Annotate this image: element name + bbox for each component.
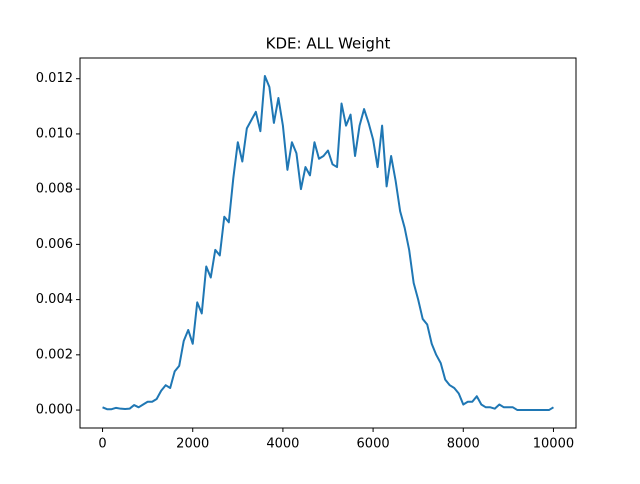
x-tick-label: 4000 <box>266 437 299 452</box>
chart-title: KDE: ALL Weight <box>266 35 391 53</box>
y-tick-label: 0.004 <box>36 292 73 307</box>
x-tick-label: 10000 <box>533 437 574 452</box>
line <box>102 74 554 412</box>
y-tick-label: 0.008 <box>36 182 73 197</box>
y-tick-label: 0.000 <box>36 403 73 418</box>
y-tick-label: 0.006 <box>36 237 73 252</box>
x-tick-label: 2000 <box>176 437 209 452</box>
x-tick-label: 8000 <box>447 437 480 452</box>
y-tick-label: 0.002 <box>36 347 73 362</box>
y-tick-label: 0.010 <box>36 126 73 141</box>
x-tick-label: 6000 <box>357 437 390 452</box>
y-tick-label: 0.012 <box>36 71 73 86</box>
x-tick-label: 0 <box>98 437 106 452</box>
plot-frame <box>79 57 577 429</box>
